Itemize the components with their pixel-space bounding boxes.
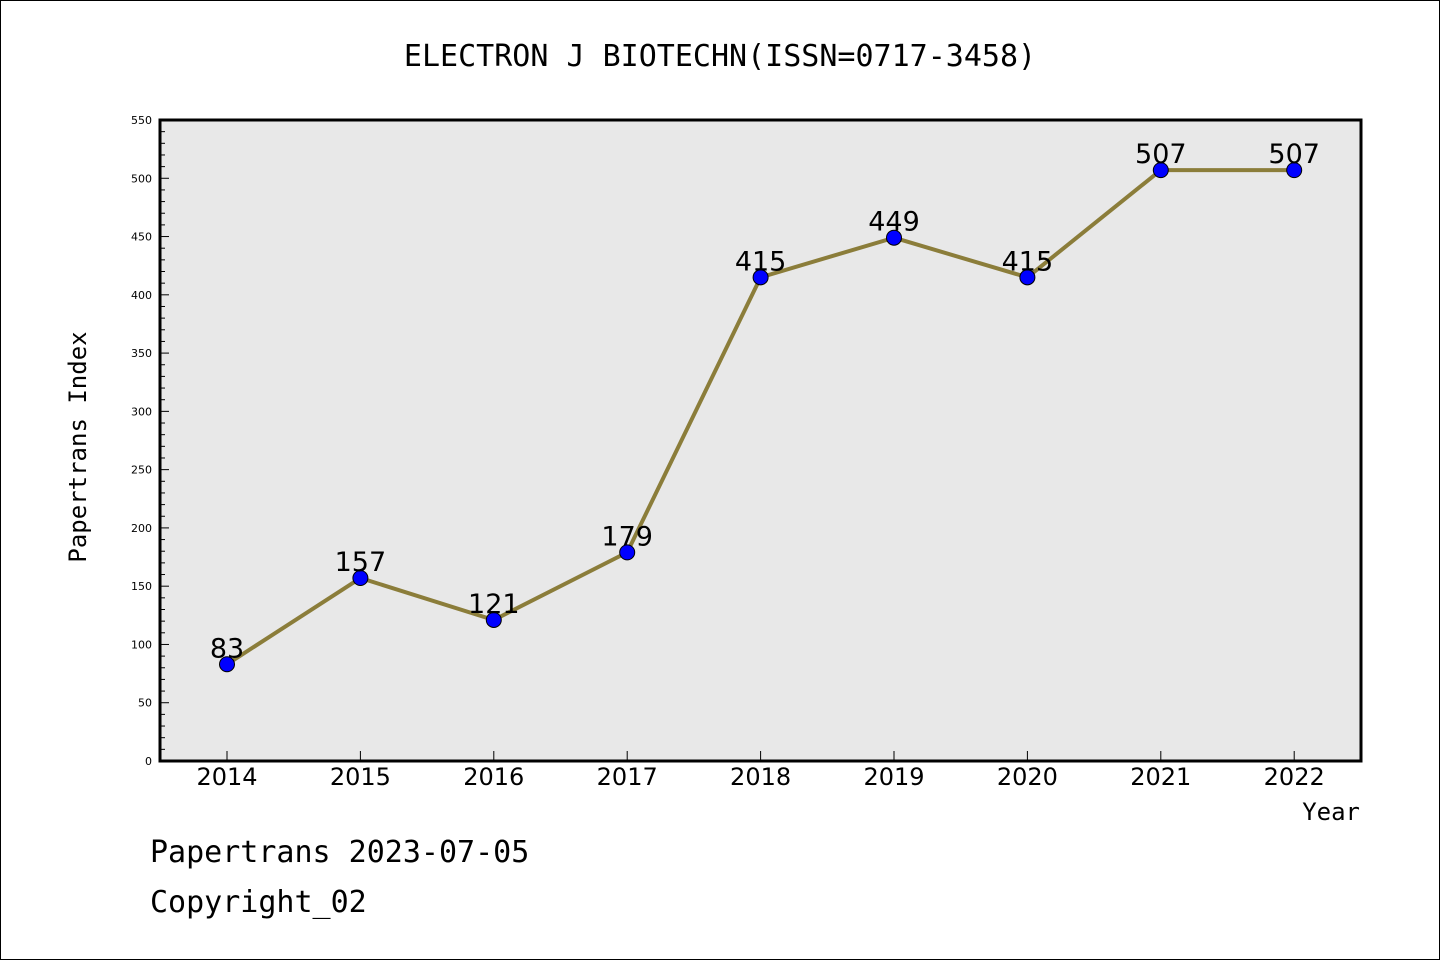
x-axis-label: Year bbox=[1302, 798, 1360, 826]
y-axis-label: Papertrans Index bbox=[64, 331, 92, 562]
y-tick-label: 100 bbox=[131, 638, 152, 651]
y-tick-label: 250 bbox=[131, 464, 152, 477]
y-tick-label: 150 bbox=[131, 580, 152, 593]
x-tick-label: 2018 bbox=[730, 763, 791, 791]
data-point bbox=[1019, 269, 1036, 286]
x-tick-label: 2015 bbox=[330, 763, 391, 791]
chart-title: ELECTRON J BIOTECHN(ISSN=0717-3458) bbox=[404, 39, 1036, 74]
y-tick-label: 500 bbox=[131, 172, 152, 185]
data-point bbox=[485, 611, 502, 628]
data-point bbox=[352, 570, 369, 587]
x-tick-label: 2022 bbox=[1264, 763, 1325, 791]
data-label: 121 bbox=[468, 589, 520, 620]
x-tick-label: 2021 bbox=[1130, 763, 1191, 791]
data-label: 415 bbox=[1002, 246, 1054, 277]
y-tick-label: 300 bbox=[131, 405, 152, 418]
y-tick-label: 550 bbox=[131, 114, 152, 127]
x-tick-label: 2017 bbox=[597, 763, 658, 791]
y-tick-label: 350 bbox=[131, 347, 152, 360]
data-point bbox=[1286, 162, 1303, 179]
x-tick-label: 2016 bbox=[463, 763, 524, 791]
footer-copyright: Copyright_02 bbox=[150, 885, 367, 920]
data-point bbox=[619, 544, 636, 561]
y-tick-label: 400 bbox=[131, 289, 152, 302]
data-label: 179 bbox=[601, 521, 653, 552]
data-point bbox=[219, 656, 235, 673]
y-tick-label: 50 bbox=[138, 697, 152, 710]
x-tick-label: 2014 bbox=[196, 763, 257, 791]
data-label: 83 bbox=[210, 633, 244, 664]
data-label: 507 bbox=[1135, 139, 1187, 170]
data-point bbox=[886, 229, 902, 246]
data-point bbox=[752, 269, 769, 286]
series-points-group bbox=[219, 162, 1303, 673]
plot-area bbox=[160, 120, 1361, 761]
data-label: 507 bbox=[1268, 139, 1320, 170]
data-labels-group: 83 157 121 179 415 449 415 507 507 bbox=[210, 139, 1320, 664]
footer-date-line: Papertrans 2023-07-05 bbox=[150, 835, 530, 870]
x-tick-label: 2020 bbox=[997, 763, 1058, 791]
y-tick-label: 0 bbox=[145, 755, 152, 768]
data-point bbox=[1152, 162, 1169, 179]
y-tick-label: 200 bbox=[131, 522, 152, 535]
x-tick-label: 2019 bbox=[863, 763, 924, 791]
data-label: 415 bbox=[735, 246, 787, 277]
data-label: 449 bbox=[868, 207, 920, 238]
data-label: 157 bbox=[335, 547, 387, 578]
y-tick-label: 450 bbox=[131, 231, 152, 244]
x-axis-ticks: 2014 2015 2016 2017 2018 2019 2020 2021 2022 bbox=[196, 751, 1325, 791]
plot-border bbox=[158, 118, 1363, 763]
